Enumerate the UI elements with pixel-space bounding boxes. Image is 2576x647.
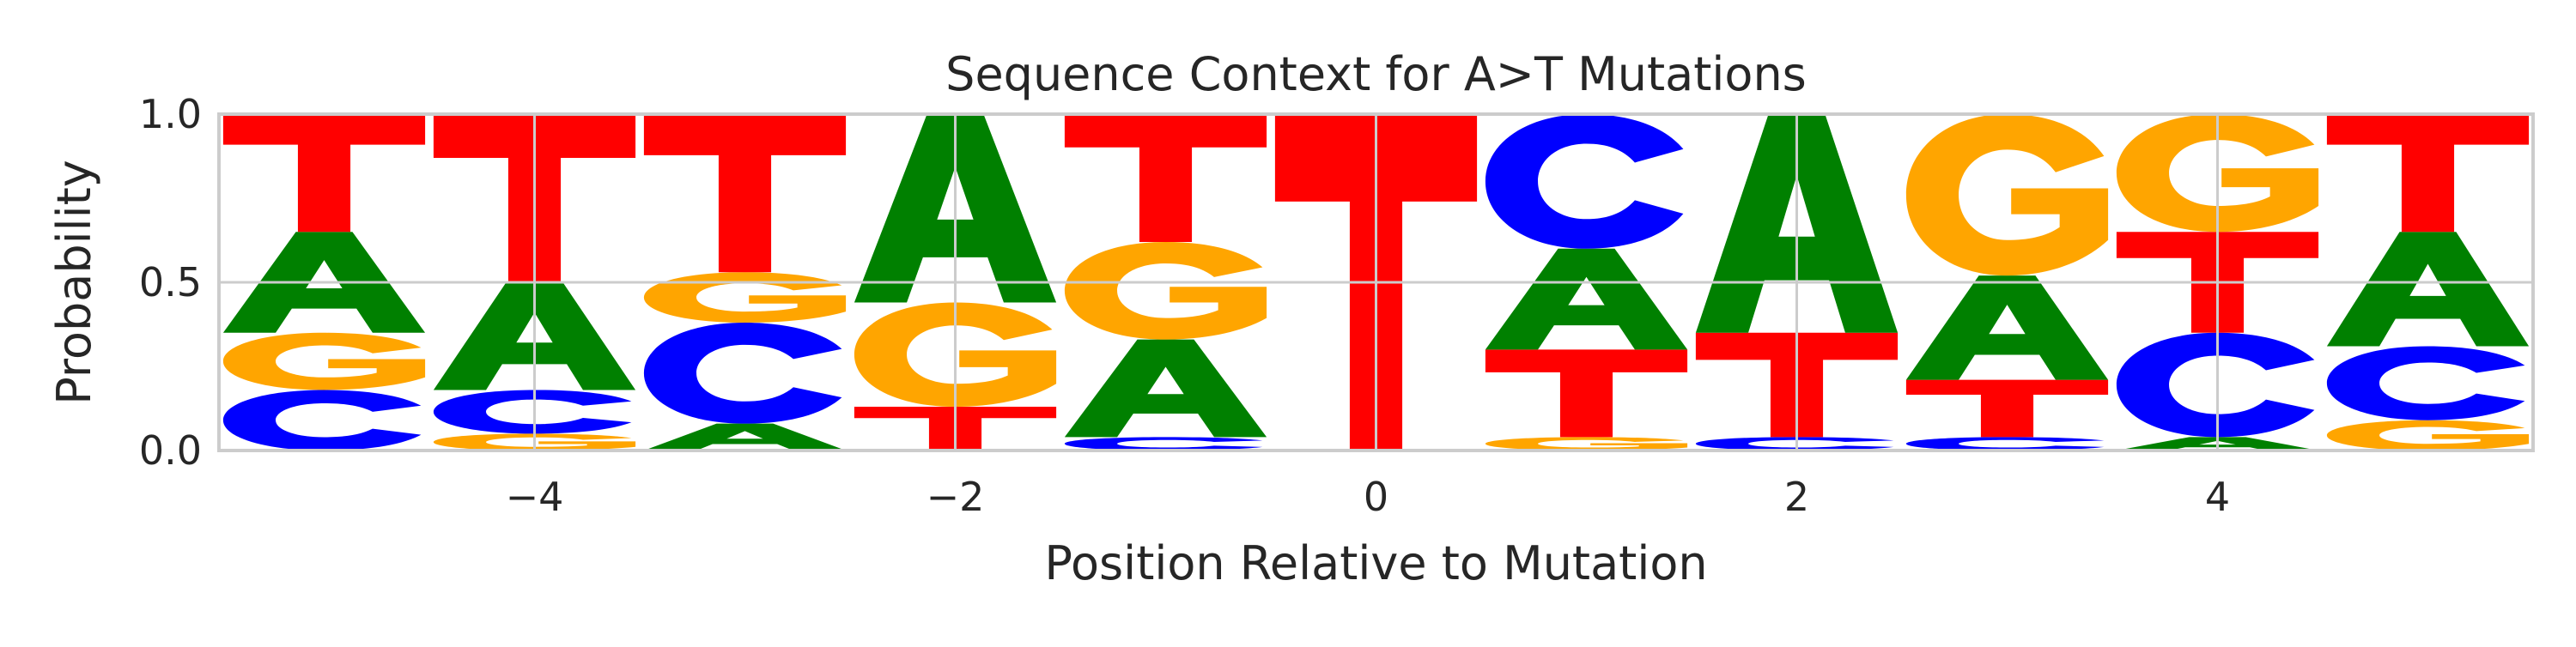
x-tick-label: 0 xyxy=(1364,474,1388,520)
logo-letter-t xyxy=(1485,349,1688,438)
y-axis-label: Probability xyxy=(47,160,101,404)
logo-letter-a xyxy=(2326,232,2530,347)
logo-letter-t xyxy=(1905,379,2109,438)
logo-letter-g xyxy=(2116,114,2319,233)
logo-letter-t xyxy=(222,114,426,233)
logo-letter-c xyxy=(643,323,842,424)
chart-title: Sequence Context for A>T Mutations xyxy=(945,47,1807,101)
x-tick-label: 4 xyxy=(2205,474,2230,520)
logo-letter-a xyxy=(1485,248,1688,350)
logo-letter-g xyxy=(643,272,847,324)
logo-letter-c xyxy=(2116,332,2315,438)
logo-letter-g xyxy=(854,302,1057,408)
logo-position-4 xyxy=(2116,114,2319,450)
logo-position--3 xyxy=(643,114,847,450)
logo-letter-t xyxy=(2326,114,2530,233)
logo-letter-g xyxy=(1064,241,1267,340)
logo-letter-c xyxy=(1695,437,1894,450)
x-axis-label: Position Relative to Mutation xyxy=(1044,536,1707,590)
logo-letter-c xyxy=(2326,346,2525,420)
logo-letter-g xyxy=(1905,114,2109,276)
logo-letter-g xyxy=(433,433,636,450)
x-tick-label: −2 xyxy=(927,474,985,520)
logo-position-1 xyxy=(1485,114,1688,450)
logo-position-3 xyxy=(1905,114,2109,450)
logo-position--1 xyxy=(1064,114,1267,450)
logo-letter-c xyxy=(1485,114,1684,249)
plot-frame xyxy=(217,112,2535,452)
y-axis-ticks: 0.0 0.5 1.0 xyxy=(139,91,202,474)
logo-letter-g xyxy=(1485,437,1688,450)
y-tick-label: 0.0 xyxy=(139,427,202,474)
y-tick-label: 0.5 xyxy=(139,259,202,305)
logo-letter-c xyxy=(1905,437,2105,450)
logo-letter-a xyxy=(643,423,847,450)
logo-letter-a xyxy=(2116,437,2319,450)
logo-letter-a xyxy=(433,282,636,390)
logo-position--5 xyxy=(222,114,426,450)
x-axis-ticks: −4 −2 0 2 4 xyxy=(506,474,2231,520)
logo-letter-a xyxy=(1905,275,2109,380)
logo-letter-a xyxy=(854,114,1057,303)
x-tick-label: −4 xyxy=(506,474,564,520)
logo-position-5 xyxy=(2326,114,2530,450)
logo-letter-a xyxy=(222,232,426,333)
letter-stacks xyxy=(222,114,2530,450)
y-tick-label: 1.0 xyxy=(139,91,202,137)
logo-letter-a xyxy=(1695,114,1899,333)
logo-letter-a xyxy=(1064,339,1267,438)
logo-letter-t xyxy=(1064,114,1267,242)
logo-letter-c xyxy=(222,390,422,450)
logo-letter-c xyxy=(1064,437,1263,450)
logo-letter-g xyxy=(2326,420,2530,450)
logo-letter-g xyxy=(222,332,426,390)
logo-letter-c xyxy=(433,390,632,434)
logo-letter-t xyxy=(643,114,847,273)
x-tick-label: 2 xyxy=(1784,474,1809,520)
